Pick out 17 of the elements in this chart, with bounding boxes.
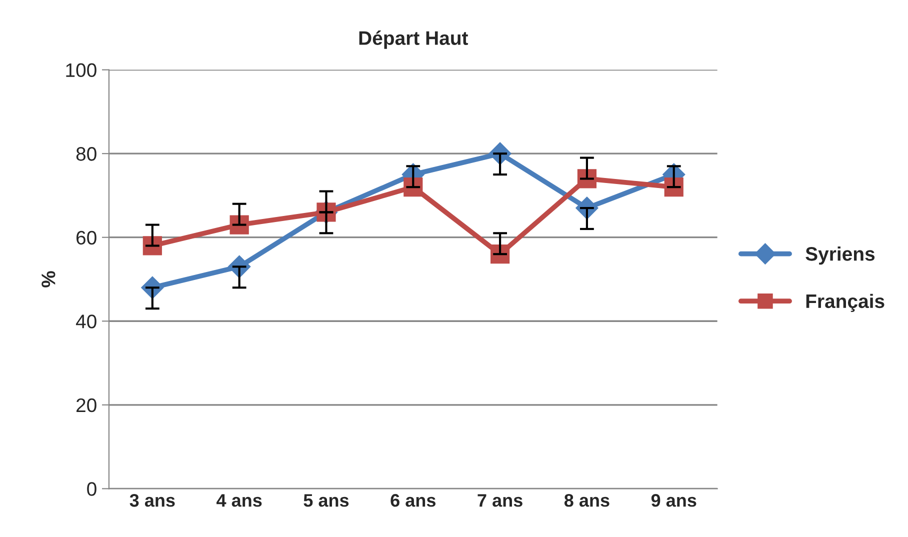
x-tick-label: 6 ans: [390, 494, 436, 507]
y-tick-label: 40: [76, 314, 96, 328]
y-tick-label: 100: [66, 63, 96, 78]
legend-label: Français: [806, 294, 884, 312]
y-tick-label: 60: [76, 230, 96, 245]
x-tick-label: 8 ans: [564, 494, 610, 507]
y-tick-label: 80: [76, 147, 96, 161]
x-tick-label: 4 ans: [216, 494, 262, 507]
x-tick-label: 7 ans: [478, 494, 522, 507]
y-axis-title: %: [42, 271, 56, 288]
y-tick-label: 20: [76, 398, 96, 412]
x-tick-label: 3 ans: [130, 494, 175, 507]
legend-label: Syriens: [806, 246, 875, 265]
chart-title: Départ Haut: [359, 30, 468, 49]
y-tick-label: 0: [87, 482, 96, 496]
x-tick-label: 5 ans: [304, 494, 349, 507]
x-tick-label: 9 ans: [651, 494, 696, 507]
